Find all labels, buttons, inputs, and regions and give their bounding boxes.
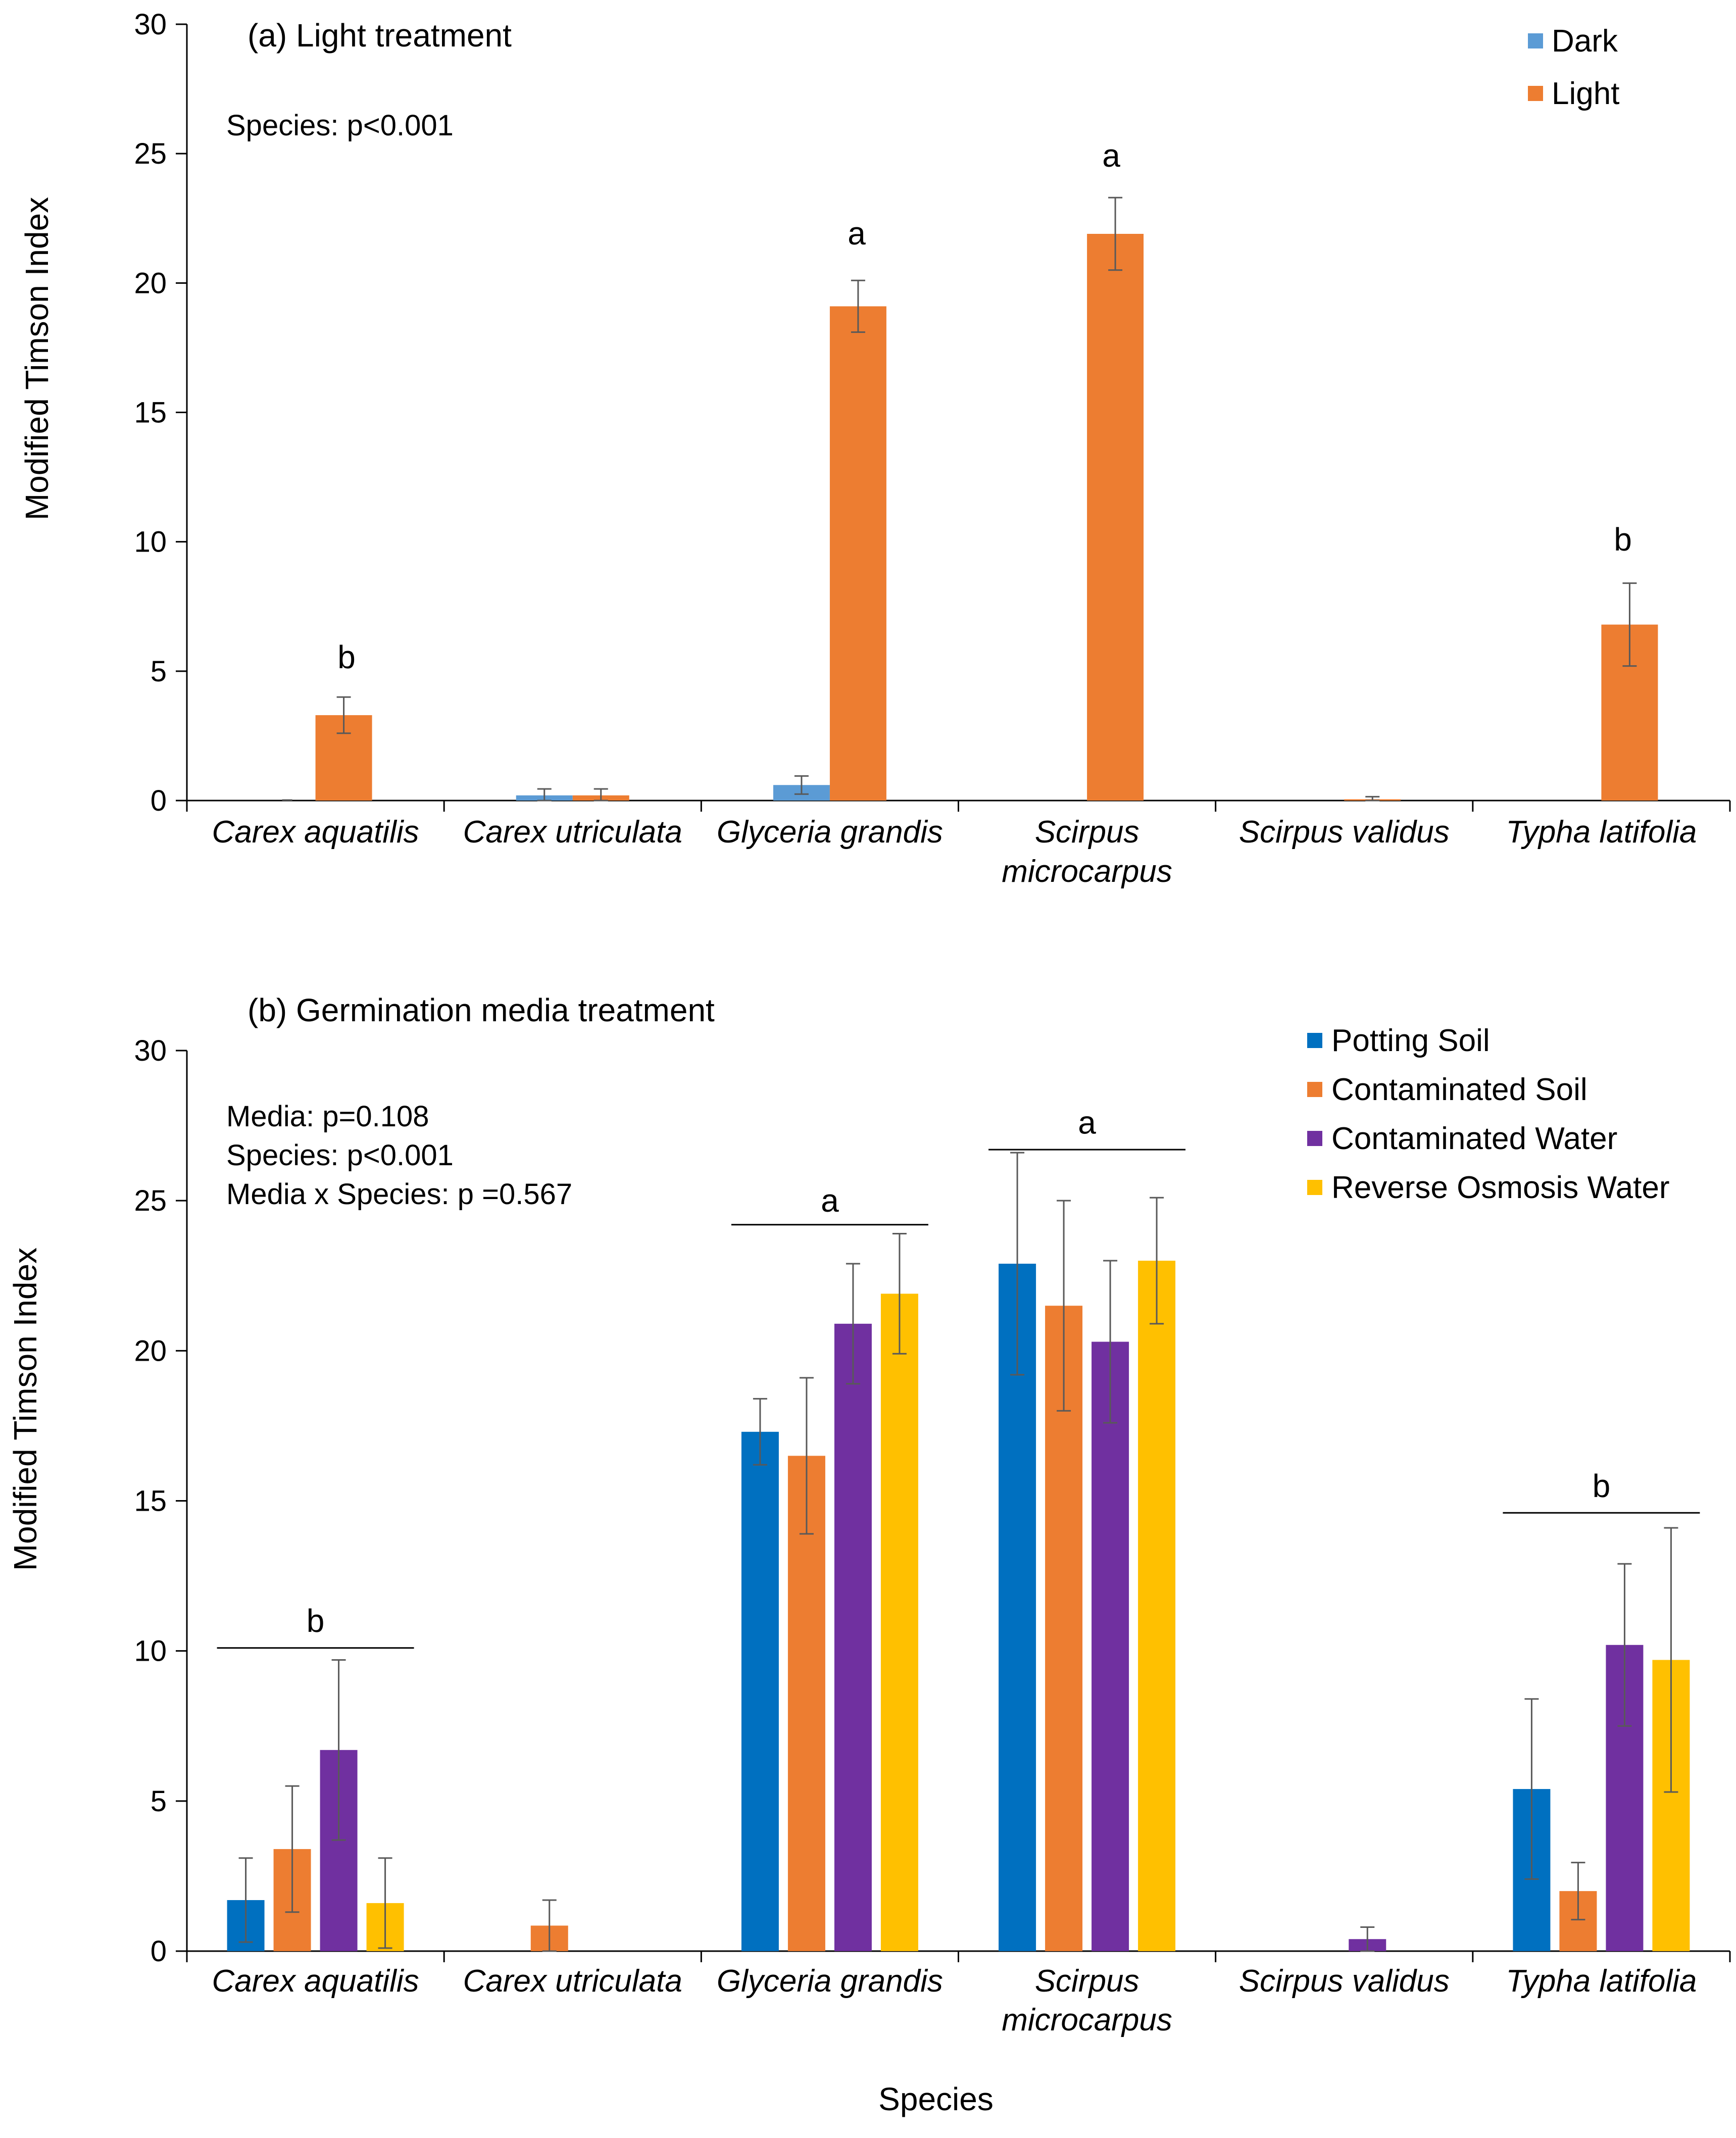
panel-a-category-labels: Carex aquatilis Carex utriculata Glyceria …: [212, 815, 1697, 889]
legend-swatch-dark: [1528, 33, 1543, 48]
legend-swatch-potting-soil: [1307, 1033, 1322, 1048]
legend-label-contaminated-soil: Contaminated Soil: [1331, 1072, 1588, 1107]
panel-a-letter-typha-latifolia: b: [1614, 521, 1632, 558]
bar-light-scirpus-microcarpus: [1087, 233, 1144, 801]
significance-letter-glyceria-grandis: a: [821, 1182, 839, 1219]
panel-a-error-bars: [282, 196, 1637, 802]
y-tick-label: 10: [134, 526, 167, 559]
category-label-scirpus-microcarpus-line1: Scirpus: [1035, 1964, 1139, 1999]
significance-letter-scirpus-microcarpus: a: [1078, 1105, 1096, 1141]
panel-b-x-ticks: [186, 1951, 1731, 1962]
panel-b-x-axis-title: Species: [878, 2081, 994, 2117]
panel-b-annotation-species: Species: p<0.001: [226, 1139, 454, 1172]
y-tick-label: 15: [134, 396, 167, 429]
legend-swatch-contaminated-water: [1307, 1131, 1322, 1146]
y-tick-label: 30: [134, 1034, 167, 1067]
y-tick-label: 5: [151, 655, 167, 688]
panel-a-title: (a) Light treatment: [247, 17, 512, 54]
category-label-scirpus-microcarpus-line1: Scirpus: [1035, 815, 1139, 850]
panel-a-light-treatment: (a) Light treatment Species: p<0.001 Mod…: [19, 8, 1731, 889]
category-label-scirpus-validus: Scirpus validus: [1239, 815, 1450, 850]
bar-light-glyceria-grandis: [829, 306, 886, 801]
legend-label-light: Light: [1552, 76, 1619, 111]
legend-label-reverse-osmosis-water: Reverse Osmosis Water: [1331, 1170, 1670, 1205]
panel-b-significance-letters: b a a b: [217, 1105, 1700, 1649]
legend-label-contaminated-water: Contaminated Water: [1331, 1121, 1617, 1156]
category-label-glyceria-grandis: Glyceria grandis: [717, 1964, 943, 1999]
y-tick-label: 20: [134, 1334, 167, 1367]
legend-swatch-reverse-osmosis-water: [1307, 1180, 1322, 1195]
panel-a-annotation-species: Species: p<0.001: [226, 109, 454, 142]
y-tick-label: 5: [151, 1785, 167, 1818]
panel-a-letter-carex-aquatilis: b: [337, 639, 356, 675]
legend-label-potting-soil: Potting Soil: [1331, 1023, 1490, 1058]
y-tick-label: 25: [134, 137, 167, 170]
panel-b-category-labels: Carex aquatilis Carex utriculata Glyceria …: [212, 1964, 1697, 2037]
category-label-scirpus-microcarpus-line2: microcarpus: [1002, 854, 1172, 889]
category-label-carex-utriculata: Carex utriculata: [463, 815, 682, 850]
bar-potting-soil-glyceria-grandis: [741, 1431, 779, 1951]
panel-b-annotation-interaction: Media x Species: p =0.567: [226, 1178, 572, 1211]
category-label-carex-utriculata: Carex utriculata: [463, 1964, 682, 1999]
significance-letter-carex-aquatilis: b: [307, 1603, 325, 1639]
panel-a-x-ticks: [186, 801, 1731, 812]
panel-b-legend: Potting Soil Contaminated Soil Contamina…: [1307, 1023, 1670, 1205]
bar-contaminated-water-scirpus-microcarpus: [1092, 1341, 1129, 1951]
category-label-scirpus-validus: Scirpus validus: [1239, 1964, 1450, 1999]
y-tick-label: 25: [134, 1184, 167, 1217]
bar-contaminated-soil-scirpus-microcarpus: [1045, 1306, 1083, 1951]
panel-b-title: (b) Germination media treatment: [247, 992, 715, 1028]
panel-b-bars: [227, 1261, 1690, 1951]
category-label-carex-aquatilis: Carex aquatilis: [212, 815, 419, 850]
legend-swatch-contaminated-soil: [1307, 1082, 1322, 1097]
legend-swatch-light: [1528, 86, 1543, 101]
panel-a-y-ticks: 0 5 10 15 20 25 30: [134, 8, 187, 817]
y-tick-label: 15: [134, 1485, 167, 1518]
bar-reverse-osmosis-water-scirpus-microcarpus: [1138, 1261, 1176, 1951]
y-tick-label: 10: [134, 1635, 167, 1668]
legend-label-dark: Dark: [1552, 24, 1618, 59]
y-tick-label: 0: [151, 784, 167, 817]
y-tick-label: 30: [134, 8, 167, 41]
y-tick-label: 20: [134, 267, 167, 300]
significance-letter-typha-latifolia: b: [1593, 1468, 1611, 1504]
panel-a-letter-glyceria-grandis: a: [848, 215, 866, 252]
category-label-scirpus-microcarpus-line2: microcarpus: [1002, 2003, 1172, 2037]
bar-contaminated-water-glyceria-grandis: [834, 1323, 872, 1951]
bar-reverse-osmosis-water-glyceria-grandis: [880, 1294, 918, 1951]
panel-a-bars: [315, 233, 1658, 801]
y-tick-label: 0: [151, 1935, 167, 1968]
panel-b-y-axis-title: Modified Timson Index: [7, 1248, 43, 1571]
panel-b-error-bars: [238, 1152, 1678, 1952]
panel-b-germination-media: (b) Germination media treatment Media: p…: [7, 992, 1731, 2117]
panel-a-legend: Dark Light: [1528, 24, 1619, 111]
panel-b-y-ticks: 0 5 10 15 20 25 30: [134, 1034, 187, 1968]
category-label-typha-latifolia: Typha latifolia: [1506, 815, 1697, 850]
panel-b-annotation-media: Media: p=0.108: [226, 1100, 429, 1133]
bar-contaminated-soil-glyceria-grandis: [787, 1456, 825, 1951]
category-label-glyceria-grandis: Glyceria grandis: [717, 815, 943, 850]
category-label-carex-aquatilis: Carex aquatilis: [212, 1964, 419, 1999]
panel-a-letter-scirpus-microcarpus: a: [1102, 137, 1120, 174]
bar-potting-soil-scirpus-microcarpus: [999, 1263, 1036, 1951]
category-label-typha-latifolia: Typha latifolia: [1506, 1964, 1697, 1999]
panel-a-y-axis-title: Modified Timson Index: [19, 197, 55, 520]
